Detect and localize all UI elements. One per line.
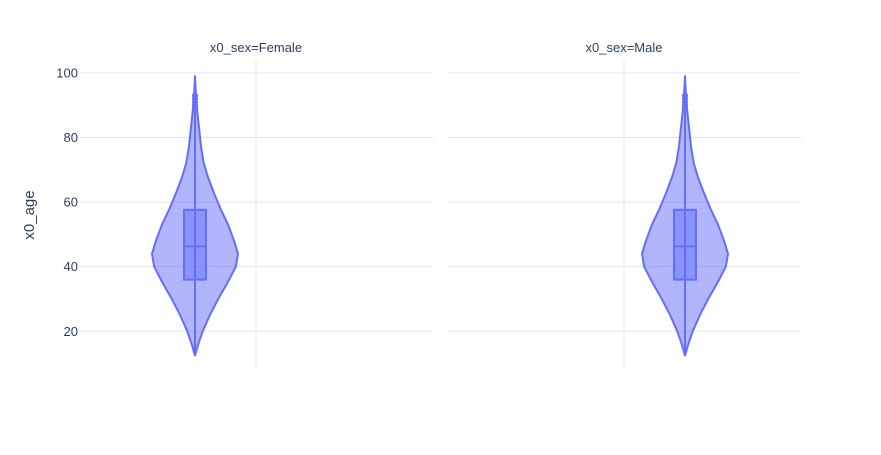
violin-box bbox=[673, 208, 697, 281]
outlier-point bbox=[682, 92, 688, 99]
y-tick-label: 40 bbox=[64, 259, 78, 274]
outlier-point bbox=[192, 92, 198, 99]
y-tick-label: 20 bbox=[64, 324, 78, 339]
facet-title: x0_sex=Female bbox=[210, 40, 302, 55]
facet-panel: x0_sex=Male bbox=[448, 40, 801, 370]
violin-box bbox=[183, 208, 207, 281]
facet-title: x0_sex=Male bbox=[586, 40, 663, 55]
y-axis-title: x0_age bbox=[21, 190, 38, 239]
y-tick-label: 60 bbox=[64, 195, 78, 210]
y-tick-label: 100 bbox=[56, 65, 78, 80]
facet-panel: x0_sex=Female bbox=[80, 40, 433, 370]
y-tick-label: 80 bbox=[64, 130, 78, 145]
